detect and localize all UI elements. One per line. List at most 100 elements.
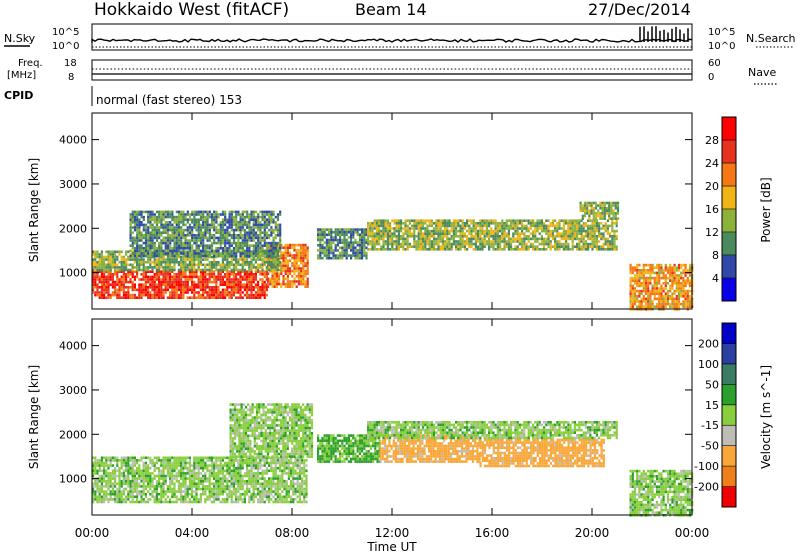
data-cell [649,297,652,301]
data-cell [140,283,143,286]
data-cell [144,226,148,229]
data-cell [173,239,176,242]
data-cell [180,268,183,272]
data-cell [199,283,202,286]
data-cell [224,296,227,299]
data-cell [103,258,106,261]
data-cell [382,240,385,243]
data-cell [448,240,451,243]
data-cell [527,235,530,238]
data-cell [158,275,161,279]
data-cell [415,248,418,251]
data-cell [232,210,236,214]
data-cell [182,247,185,250]
data-cell [441,235,444,238]
data-cell [226,221,229,224]
data-cell [138,254,141,258]
data-cell [136,247,139,250]
data-cell [496,248,499,251]
data-cell [591,227,594,230]
data-cell [122,498,125,501]
data-cell [204,286,207,289]
data-cell [655,302,659,306]
data-cell [136,479,139,483]
data-cell [252,226,255,229]
data-cell [297,280,300,283]
data-cell [642,269,645,272]
data-cell [611,229,614,233]
data-cell [682,284,685,288]
data-cell [304,256,307,260]
data-cell [136,239,139,242]
data-cell [232,247,236,250]
data-cell [147,485,150,488]
nsky-label: N.Sky [4,32,36,45]
data-cell [479,219,482,222]
colorbar-swatch [722,255,736,279]
data-cell [321,228,324,231]
data-cell [153,477,156,480]
data-cell [228,296,231,299]
data-cell [140,495,143,499]
data-cell [466,235,469,238]
data-cell [140,286,143,289]
data-cell [129,492,132,496]
data-cell [142,291,145,294]
data-cell [248,239,251,242]
data-cell [125,469,128,473]
data-cell [136,221,139,224]
data-cell [142,492,145,496]
data-cell [507,224,510,228]
data-cell [386,219,389,222]
data-cell [228,273,231,276]
data-cell [96,273,99,276]
data-cell [94,479,97,483]
data-cell [538,224,541,228]
data-cell [415,242,418,246]
data-cell [463,248,466,251]
data-cell [98,286,101,289]
nsearch-label: N.Search [746,32,796,45]
data-cell [578,219,581,222]
data-cell [164,268,167,272]
data-cell [226,293,229,297]
data-cell [439,240,442,243]
data-cell [604,222,607,225]
data-cell [606,227,609,230]
data-cell [116,296,119,299]
data-cell [505,240,508,243]
data-cell [371,242,374,246]
data-cell [206,286,209,289]
data-cell [166,266,169,269]
data-cell [100,495,103,499]
data-cell [286,264,289,268]
data-cell [182,234,185,237]
data-cell [382,224,385,228]
data-cell [485,235,488,238]
data-cell [107,268,110,272]
data-cell [127,498,130,501]
data-cell [188,286,191,289]
data-cell [472,248,475,251]
data-cell [125,487,128,491]
data-cell [235,275,238,279]
data-cell [259,286,262,289]
data-cell [494,224,497,228]
data-cell [175,231,178,234]
data-cell [131,218,134,221]
data-cell [118,500,121,504]
data-cell [651,305,654,308]
data-cell [235,296,238,299]
data-cell [204,236,207,240]
data-cell [219,244,222,247]
data-cell [193,268,196,272]
data-cell [188,254,192,258]
data-cell [616,212,620,215]
data-cell [433,248,436,251]
data-cell [274,253,277,256]
data-cell [276,218,280,221]
data-cell [259,241,262,245]
data-cell [103,280,106,284]
data-cell [682,292,685,295]
